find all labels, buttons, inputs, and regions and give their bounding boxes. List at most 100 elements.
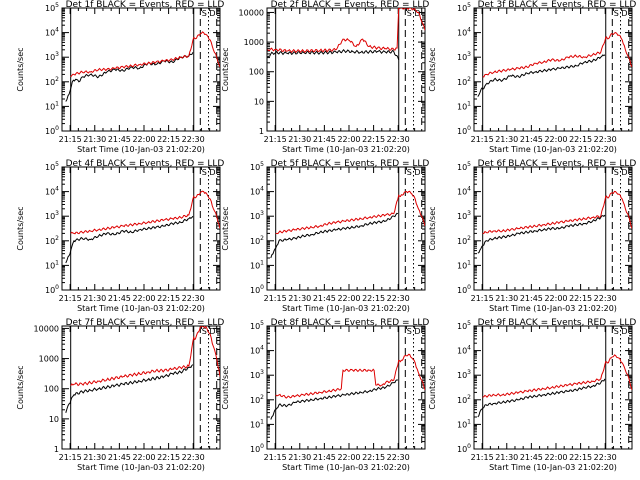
y-tick-label: 100 <box>250 443 264 454</box>
event-marker-label: S <box>202 9 207 18</box>
events-series-line <box>477 378 606 418</box>
x-tick-label: 22:00 <box>337 294 360 303</box>
x-tick-label: 22:15 <box>569 453 592 462</box>
panel-det-2: Det 2f BLACK = Events, RED = LLD 1 10 100 10… <box>221 0 429 154</box>
x-tick-label: 21:45 <box>108 294 131 303</box>
y-tick-label: 102 <box>250 394 264 405</box>
chart-title: Det 7f BLACK = Events, RED = LLD <box>66 318 225 328</box>
x-tick-label: 21:45 <box>313 294 336 303</box>
panel-det-9: Det 9f BLACK = Events, RED = LLD 100 101 10… <box>428 318 636 472</box>
y-tick-label: 100 <box>457 284 471 295</box>
y-tick-label: 10 <box>49 415 59 424</box>
y-axis-label: Counts/sec <box>221 365 230 409</box>
y-tick-label: 104 <box>45 186 59 197</box>
y-tick-label: 104 <box>457 345 471 356</box>
event-marker-label: S <box>202 327 207 336</box>
y-tick-label: 10000 <box>34 324 59 333</box>
x-tick-label: 21:15 <box>264 135 287 144</box>
lld-series-line <box>70 31 220 78</box>
event-marker-label: D <box>621 327 627 336</box>
y-tick-label: 103 <box>457 369 471 380</box>
events-series-line <box>270 212 399 259</box>
panel-det-7: Det 7f BLACK = Events, RED = LLD 1 10 100 10… <box>16 318 224 472</box>
events-series-line <box>477 214 606 254</box>
x-tick-label: 22:30 <box>387 135 410 144</box>
panel-det-4: Det 4f BLACK = Events, RED = LLD 100 101 10… <box>16 159 224 313</box>
plot-frame <box>473 325 633 450</box>
event-marker-label: D <box>209 327 215 336</box>
y-tick-label: 101 <box>45 100 59 111</box>
y-axis-label: Counts/sec <box>221 206 230 250</box>
y-tick-label: 101 <box>457 259 471 270</box>
x-tick-label: 21:45 <box>520 135 543 144</box>
x-tick-label: 21:15 <box>471 135 494 144</box>
y-tick-label: 102 <box>250 235 264 246</box>
x-axis-label: Start Time (10-Jan-03 21:02:20) <box>77 463 205 472</box>
x-tick-label: 22:15 <box>157 135 180 144</box>
x-tick-label: 22:00 <box>132 294 155 303</box>
panel-det-6: Det 6f BLACK = Events, RED = LLD 100 101 10… <box>428 159 636 313</box>
x-tick-label: 21:30 <box>83 453 106 462</box>
x-tick-label: 22:00 <box>337 453 360 462</box>
x-axis-label: Start Time (10-Jan-03 21:02:20) <box>77 145 205 154</box>
event-marker-label: D <box>621 9 627 18</box>
x-tick-label: 22:30 <box>182 135 205 144</box>
chart-title: Det 6f BLACK = Events, RED = LLD <box>478 159 637 169</box>
x-tick-label: 21:30 <box>288 294 311 303</box>
plot-frame <box>61 325 221 450</box>
y-axis-label: Counts/sec <box>16 365 25 409</box>
x-tick-label: 22:15 <box>569 135 592 144</box>
lld-series-line <box>482 354 632 398</box>
chart-title: Det 9f BLACK = Events, RED = LLD <box>478 318 637 328</box>
x-tick-label: 22:30 <box>594 294 617 303</box>
event-marker-label: S <box>614 9 619 18</box>
x-tick-label: 21:30 <box>83 294 106 303</box>
plot-frame <box>266 166 426 291</box>
x-tick-label: 22:00 <box>337 135 360 144</box>
x-tick-label: 22:15 <box>362 453 385 462</box>
y-tick-label: 100 <box>457 125 471 136</box>
chart-title: Det 8f BLACK = Events, RED = LLD <box>271 318 430 328</box>
x-tick-label: 21:15 <box>264 294 287 303</box>
x-tick-label: 21:45 <box>313 135 336 144</box>
y-tick-label: 104 <box>457 186 471 197</box>
x-tick-label: 21:15 <box>59 453 82 462</box>
y-tick-label: 10000 <box>239 8 264 17</box>
y-tick-label: 105 <box>457 320 471 331</box>
x-tick-label: 22:30 <box>387 453 410 462</box>
x-axis-label: Start Time (10-Jan-03 21:02:20) <box>282 304 410 313</box>
x-tick-label: 21:45 <box>108 453 131 462</box>
y-axis-label: Counts/sec <box>428 206 437 250</box>
y-tick-label: 1 <box>259 127 264 136</box>
x-tick-label: 22:15 <box>157 294 180 303</box>
x-tick-label: 21:15 <box>264 453 287 462</box>
lld-series-line <box>70 326 220 387</box>
lld-series-line <box>70 190 220 235</box>
y-axis-label: Counts/sec <box>16 47 25 91</box>
event-marker-label: D <box>414 9 420 18</box>
panel-det-3: Det 3f BLACK = Events, RED = LLD 100 101 10… <box>428 0 636 154</box>
event-marker-label: D <box>209 168 215 177</box>
chart-title: Det 5f BLACK = Events, RED = LLD <box>271 159 430 169</box>
chart-title: Det 4f BLACK = Events, RED = LLD <box>66 159 225 169</box>
y-tick-label: 104 <box>250 186 264 197</box>
y-tick-label: 101 <box>250 259 264 270</box>
chart-title: Det 3f BLACK = Events, RED = LLD <box>478 0 637 10</box>
x-axis-label: Start Time (10-Jan-03 21:02:20) <box>282 463 410 472</box>
y-axis-label: Counts/sec <box>428 365 437 409</box>
x-tick-label: 21:45 <box>313 453 336 462</box>
event-marker-label: S <box>407 9 412 18</box>
event-marker-label: S <box>614 168 619 177</box>
y-tick-label: 105 <box>457 2 471 13</box>
y-axis-label: Counts/sec <box>221 47 230 91</box>
event-marker-label: S <box>407 327 412 336</box>
y-tick-label: 100 <box>457 443 471 454</box>
x-tick-label: 21:15 <box>59 135 82 144</box>
x-tick-label: 21:30 <box>495 294 518 303</box>
y-tick-label: 105 <box>45 161 59 172</box>
y-axis-label: Counts/sec <box>16 206 25 250</box>
x-tick-label: 22:15 <box>157 453 180 462</box>
x-tick-label: 22:30 <box>594 135 617 144</box>
x-tick-label: 21:15 <box>471 453 494 462</box>
